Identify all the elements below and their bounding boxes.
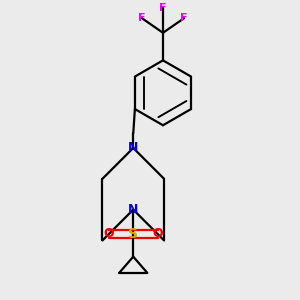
Text: O: O [103, 227, 114, 241]
Text: O: O [152, 227, 163, 241]
Text: F: F [159, 4, 167, 14]
Text: N: N [128, 142, 138, 154]
Text: F: F [138, 13, 146, 23]
Text: N: N [128, 203, 138, 216]
Text: S: S [128, 227, 138, 241]
Text: F: F [180, 13, 188, 23]
